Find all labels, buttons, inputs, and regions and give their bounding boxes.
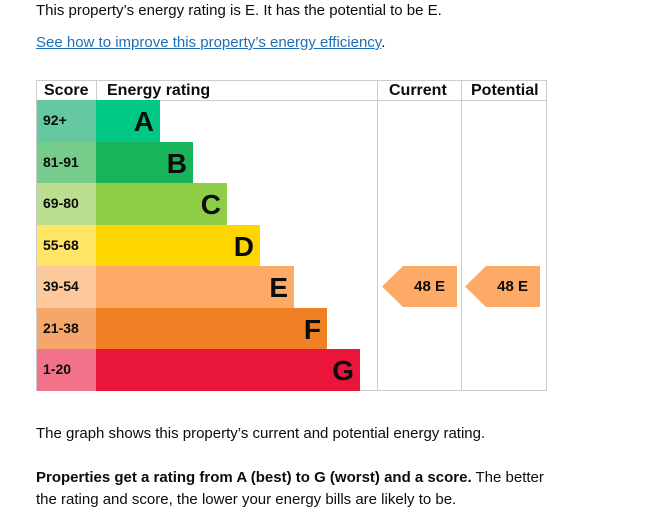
explanation-bold: Properties get a rating from A (best) to…	[36, 469, 472, 486]
score-range: 21-38	[37, 307, 96, 349]
explanation-rest: The better the rating and score, the low…	[36, 469, 544, 508]
current-rating-arrow: 48 E	[382, 266, 457, 307]
divider	[377, 81, 378, 390]
rating-bar: F	[96, 307, 327, 349]
score-range: 92+	[37, 100, 96, 142]
link-suffix: .	[381, 34, 386, 51]
rating-bar: D	[96, 224, 260, 266]
rating-bar: G	[96, 349, 360, 391]
rating-row-d: 55-68 D	[37, 224, 546, 266]
header-potential: Potential	[471, 82, 539, 99]
header-score: Score	[44, 82, 89, 99]
score-range: 55-68	[37, 224, 96, 266]
score-range: 39-54	[37, 266, 96, 308]
rating-row-g: 1-20 G	[37, 349, 546, 391]
potential-rating-arrow: 48 E	[465, 266, 540, 307]
intro-text: This property’s energy rating is E. It h…	[36, 2, 442, 19]
improve-efficiency-link[interactable]: See how to improve this property’s energ…	[36, 34, 382, 51]
rating-explanation: Properties get a rating from A (best) to…	[36, 467, 556, 511]
score-range: 81-91	[37, 141, 96, 183]
header-rating: Energy rating	[107, 82, 211, 99]
rating-row-b: 81-91 B	[37, 141, 546, 183]
score-range: 69-80	[37, 183, 96, 225]
rating-row-f: 21-38 F	[37, 307, 546, 349]
improve-link-line: See how to improve this property’s energ…	[36, 34, 385, 51]
rating-bar: E	[96, 266, 294, 308]
energy-rating-chart: Score Energy rating Current Potential 92…	[36, 80, 547, 391]
rating-bar: B	[96, 141, 193, 183]
rating-row-e: 39-54 E 48 E 48 E	[37, 266, 546, 308]
score-range: 1-20	[37, 349, 96, 391]
graph-description: The graph shows this property’s current …	[36, 425, 486, 442]
divider	[96, 81, 97, 101]
rating-row-c: 69-80 C	[37, 183, 546, 225]
divider	[461, 81, 462, 390]
rating-row-a: 92+ A	[37, 100, 546, 142]
rating-bar: C	[96, 183, 227, 225]
rating-bar: A	[96, 100, 160, 142]
header-current: Current	[389, 82, 447, 99]
header-row	[37, 81, 546, 101]
